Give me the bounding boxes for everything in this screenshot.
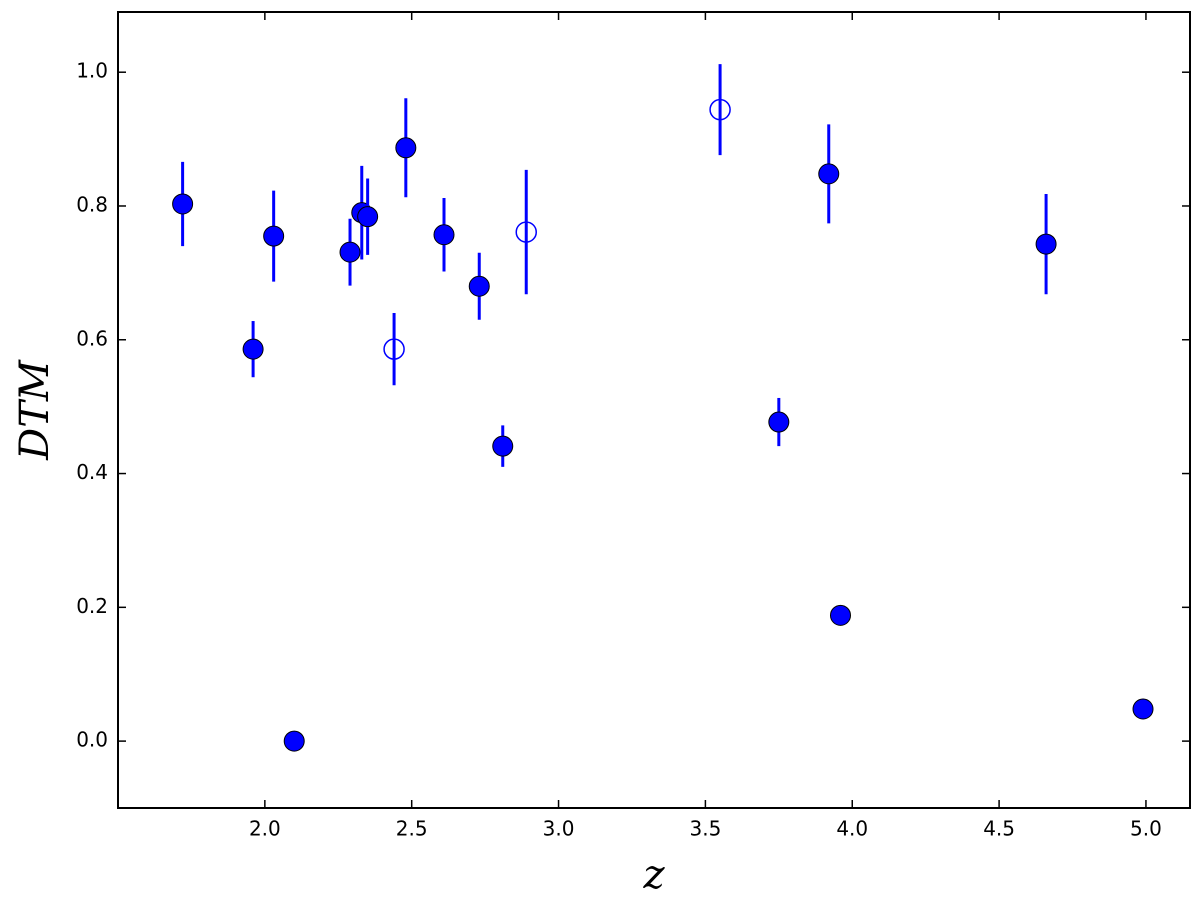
point	[339, 241, 361, 263]
point	[383, 338, 405, 360]
plot-frame	[117, 11, 1191, 809]
x-tick-label: 2.0	[249, 817, 281, 841]
x-tick-label: 3.5	[689, 817, 721, 841]
point	[1132, 698, 1154, 720]
point	[515, 221, 537, 243]
point	[433, 224, 455, 246]
x-tick-label: 3.0	[543, 817, 575, 841]
y-tick-label: 0.8	[76, 192, 108, 216]
point	[709, 98, 731, 121]
y-tick-label: 0.6	[76, 326, 108, 350]
y-axis-label: DTM	[12, 359, 58, 461]
x-tick-label: 4.0	[836, 817, 868, 841]
point	[263, 225, 285, 247]
x-tick-label: 2.5	[396, 817, 428, 841]
point	[829, 604, 851, 626]
y-tick-label: 0.0	[76, 728, 108, 752]
point	[242, 338, 264, 360]
point	[172, 193, 194, 215]
point	[395, 137, 417, 159]
y-tick-label: 1.0	[76, 59, 108, 83]
point	[492, 435, 514, 457]
x-tick-label: 4.5	[983, 817, 1015, 841]
point	[468, 275, 490, 297]
point	[1035, 233, 1057, 255]
x-axis-label: z	[642, 852, 665, 898]
point	[818, 163, 840, 185]
y-tick-label: 0.2	[76, 594, 108, 618]
x-tick-label: 5.0	[1130, 817, 1162, 841]
y-tick-label: 0.4	[76, 460, 108, 484]
point	[768, 411, 790, 433]
point	[283, 730, 305, 752]
point	[357, 206, 379, 228]
